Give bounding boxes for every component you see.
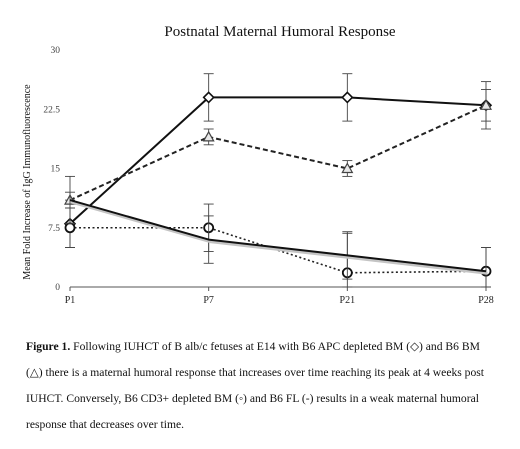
figure-caption: Figure 1. Following IUHCT of B alb/c fet… — [26, 334, 496, 438]
data-point-circle — [64, 222, 76, 234]
series-4 — [65, 175, 491, 288]
data-point-triangle — [479, 99, 493, 110]
series-line — [69, 96, 487, 225]
series-group — [63, 73, 493, 288]
y-tick-label: 7.5 — [48, 224, 60, 234]
axes: 0 7.5 15 22.5 30 P1 P7 P21 P28 — [43, 46, 493, 306]
series-line — [69, 199, 487, 273]
chart: Postnatal Maternal Humoral Response Mean… — [22, 24, 494, 306]
data-point-triangle — [202, 130, 215, 142]
series-1 — [63, 73, 493, 248]
figure-caption-text: Following IUHCT of B alb/c fetuses at E1… — [26, 340, 485, 431]
chart-title: Postnatal Maternal Humoral Response — [164, 24, 396, 40]
y-tick-label: 22.5 — [43, 105, 60, 115]
y-axis-label: Mean Fold Increase of IgG Immunofluoresc… — [22, 84, 33, 280]
y-tick-label: 0 — [55, 283, 60, 293]
data-point-triangle — [341, 162, 354, 174]
figure-label: Figure 1. — [26, 340, 71, 353]
series-line — [69, 104, 487, 202]
series-line-shadow — [71, 200, 488, 275]
x-tick-label: P7 — [203, 295, 214, 306]
x-tick-label: P28 — [478, 295, 494, 306]
x-tick-label: P21 — [340, 295, 356, 306]
data-point-diamond — [341, 91, 354, 104]
y-tick-label: 15 — [51, 165, 61, 175]
data-point-diamond — [202, 91, 215, 104]
x-tick-label: P1 — [65, 295, 76, 306]
series-2 — [63, 89, 493, 209]
y-tick-label: 30 — [51, 46, 61, 56]
